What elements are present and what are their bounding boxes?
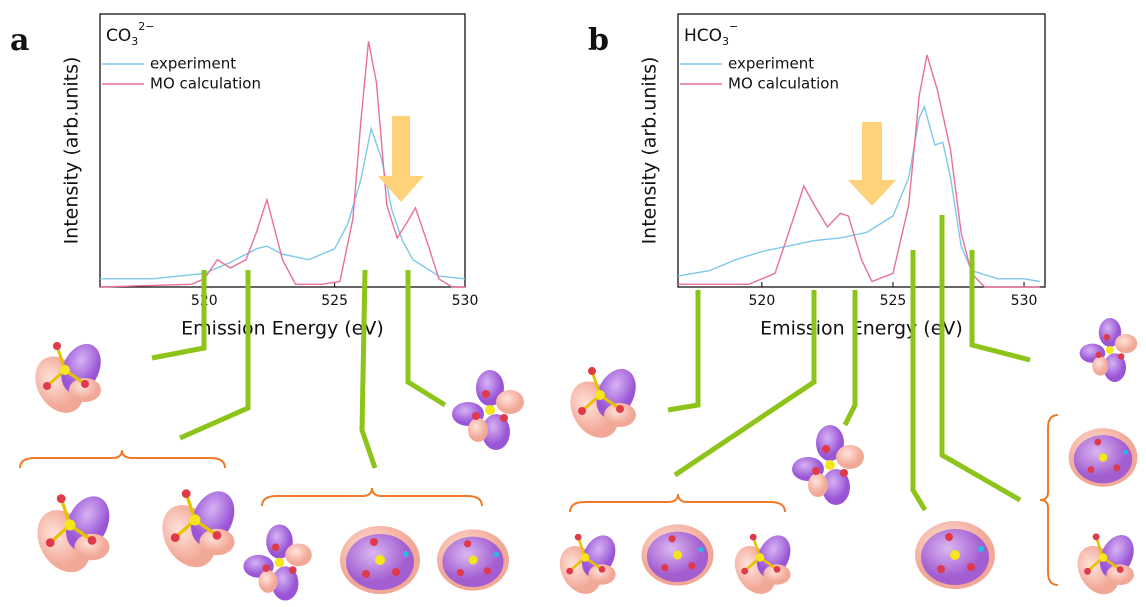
brace	[570, 494, 785, 512]
orbital	[1069, 530, 1140, 602]
orbital	[437, 529, 509, 590]
orbital	[915, 521, 995, 589]
x-tick-label: 530	[1011, 293, 1038, 309]
orbital	[26, 337, 109, 421]
y-axis-label: Intensity (arb.units)	[61, 57, 83, 245]
orbital	[1080, 318, 1138, 382]
orbital	[27, 489, 118, 582]
formula-sub: 3	[131, 35, 138, 48]
panel-label: b	[588, 23, 609, 58]
legend-label: MO calculation	[728, 75, 839, 93]
x-axis-label: Emission Energy (eV)	[760, 318, 963, 340]
x-tick-label: 530	[452, 293, 479, 309]
legend-label: experiment	[150, 55, 236, 73]
orbital	[561, 362, 644, 446]
orbital	[1069, 428, 1138, 486]
x-tick-label: 525	[880, 293, 907, 309]
x-tick-label: 525	[321, 293, 348, 309]
orbitals	[26, 318, 1141, 602]
panel-label: a	[10, 23, 29, 58]
orbital	[452, 370, 524, 450]
orbital	[726, 530, 796, 602]
orbital	[551, 530, 621, 602]
formula-sub: 3	[722, 35, 729, 48]
x-tick-label: 520	[749, 293, 776, 309]
connector	[408, 270, 445, 405]
orbital	[152, 484, 243, 577]
connector	[668, 290, 698, 410]
brace	[20, 450, 225, 468]
formula-base: HCO	[684, 26, 722, 46]
figure: a b 520 525 530 Emission Energy (eV) Intensi…	[0, 0, 1146, 607]
y-axis-label: Intensity (arb.units)	[639, 57, 661, 245]
legend-label: experiment	[728, 55, 814, 73]
connector	[362, 270, 375, 468]
formula-sup: −	[729, 20, 738, 33]
brace	[262, 488, 482, 506]
connector	[845, 290, 855, 425]
orbital	[642, 524, 714, 585]
braces	[20, 415, 1058, 585]
connector	[913, 250, 925, 510]
formula-sup: 2−	[138, 20, 154, 33]
orbital	[340, 526, 420, 594]
x-axis-label: Emission Energy (eV)	[181, 318, 384, 340]
legend-label: MO calculation	[150, 75, 261, 93]
brace	[1040, 415, 1058, 585]
orbital	[792, 425, 864, 505]
orbital	[243, 525, 311, 601]
formula-base: CO	[106, 26, 131, 46]
